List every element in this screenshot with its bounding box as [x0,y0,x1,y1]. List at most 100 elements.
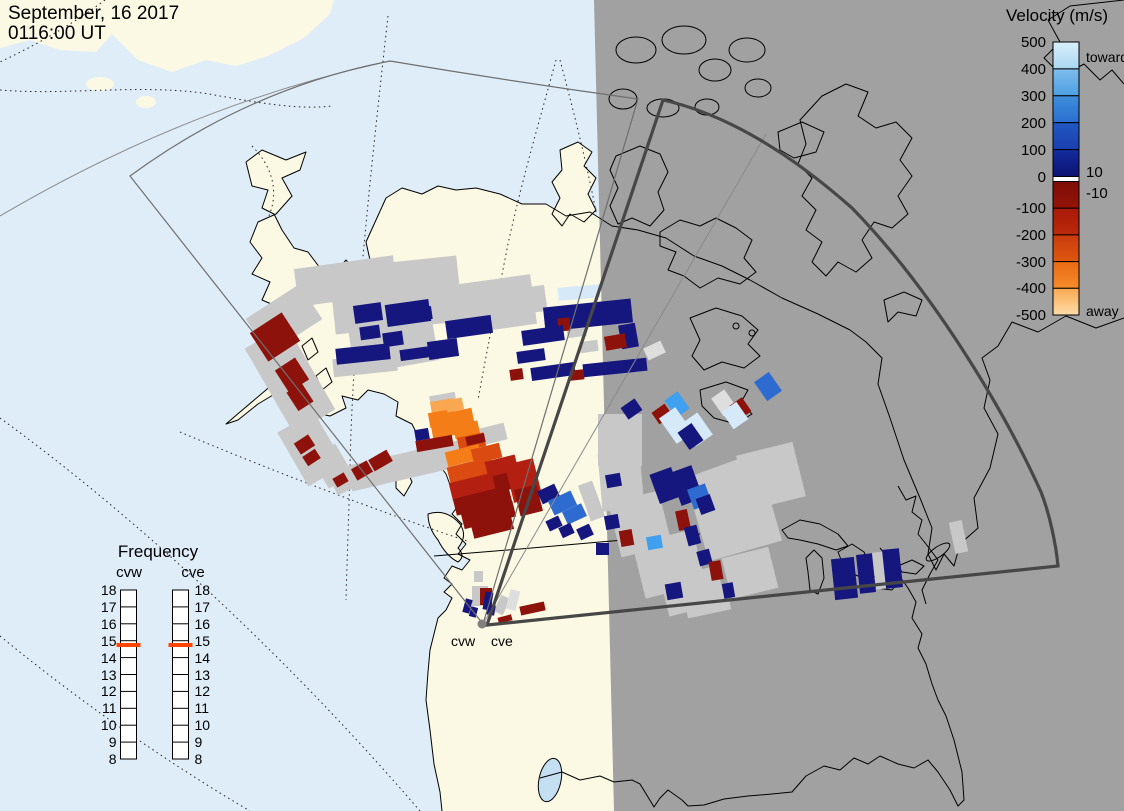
data-cell [604,472,623,489]
frequency-tick-label: 16 [100,615,117,632]
data-cell [415,434,454,453]
data-cell [521,325,565,346]
velocity-tick-label: -200 [1015,226,1046,244]
great-bear-lake [689,307,761,371]
colorbar-segment [1052,234,1080,263]
data-cell [675,508,691,532]
data-cell [448,407,475,427]
frequency-tick-label: 11 [194,700,210,717]
frequency-tick-label: 17 [194,598,211,615]
data-cell [462,598,473,614]
lake-michigan [805,549,825,595]
frequency-tick-label: 8 [108,751,117,767]
frequency-tick-label: 13 [194,666,211,683]
colorbar-segment [1052,207,1080,236]
radar-site-label-cve: cve [491,633,513,649]
data-cell [651,403,673,425]
data-cell [683,524,702,547]
colorbar-segment [1052,181,1080,209]
frequency-tick-label: 15 [100,632,117,649]
colorbar-segment [1052,149,1080,178]
frequency-tick-label: 14 [100,649,117,666]
pos-threshold-label: 10 [1086,164,1103,181]
data-cell [664,581,684,601]
lake-superior [781,519,849,551]
colorbar-zero-band [1052,176,1080,182]
data-cell [431,422,456,439]
data-cell [474,571,483,582]
data-cell [293,434,316,455]
data-cell [286,382,314,412]
data-cell [470,442,503,465]
lake-ontario [897,559,925,575]
data-cell [401,305,433,324]
velocity-tick-label: 500 [1020,34,1046,51]
frequency-scale-boxes [116,589,193,760]
data-cell [547,490,578,516]
data-cell [444,314,494,340]
frequency-marker [116,643,141,647]
data-cell [414,427,430,442]
velocity-tick-label: 100 [1020,141,1046,159]
velocity-tick-label: -300 [1015,253,1046,271]
data-cell [460,500,517,530]
frequency-tick-label: 13 [100,666,117,683]
velocity-tick-label: -100 [1015,200,1046,218]
colorbar-segment [1052,287,1080,316]
data-cell [352,302,384,324]
data-cell [557,284,601,301]
coastlines [225,0,1124,811]
data-cell [721,582,736,599]
frequency-tick-label: 10 [100,717,117,734]
data-cell [516,348,546,364]
date-label: September, 16 2017 [8,3,180,24]
data-cell [346,438,472,492]
data-cell [643,340,666,361]
frequency-tick-label: 12 [194,683,211,700]
data-cell [721,401,749,430]
radar-fov-outlines [129,60,1060,629]
colorbar-segment [1052,261,1080,289]
data-cell [694,488,782,562]
vancouver-island [428,512,464,562]
frequency-tick-label: 18 [194,582,211,598]
toward-label: toward [1086,49,1124,65]
data-cell [470,515,515,539]
velocity-tick-label: 0 [1037,168,1046,186]
data-cell [579,339,599,354]
data-cell [426,337,460,361]
data-cell [754,371,782,402]
velocity-tick-label: -400 [1015,280,1046,298]
neg-threshold-label: -10 [1086,185,1108,202]
data-cell [830,556,859,601]
away-label: away [1086,303,1119,319]
gulf-florida-atlantic-coast [539,547,965,808]
data-cell [399,345,433,362]
st-lawrence-island [140,31,164,45]
velocity-legend-title: Velocity (m/s) [1006,6,1109,25]
data-cell [577,480,606,522]
data-cell [335,343,391,365]
radar-site-dot [477,619,487,629]
data-cell [721,546,779,600]
data-cell [645,534,664,551]
data-cell [448,471,503,500]
data-cell [603,333,628,351]
frequency-tick-label: 10 [194,717,211,734]
data-cell [368,449,393,472]
data-cell [562,503,587,525]
data-cell [576,523,594,541]
data-cell [664,391,690,418]
data-cell [948,519,969,555]
frequency-tick-label: 12 [100,683,117,700]
velocity-tick-label: 400 [1020,60,1046,78]
frequency-tick-label: 15 [194,632,211,649]
colorbar-segment [1052,68,1080,97]
data-cell [680,412,713,447]
data-cell [249,312,301,362]
radar-site-label-cvw: cvw [451,633,476,649]
frequency-cvw-header: cvw [116,564,142,581]
frequency-tick-label: 11 [101,700,117,717]
